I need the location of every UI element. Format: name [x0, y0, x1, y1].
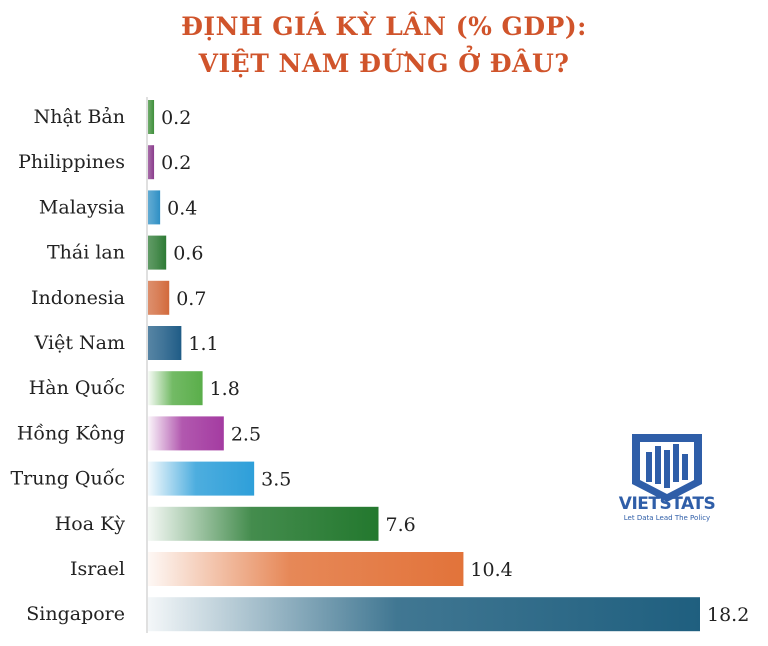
value-label-11: 18.2 [707, 604, 749, 626]
category-label-11: Singapore [26, 603, 125, 625]
category-label-6: Hàn Quốc [29, 377, 125, 399]
bar-2 [148, 190, 161, 225]
title-line-2: VIỆT NAM ĐỨNG Ở ĐÂU? [198, 49, 570, 78]
bar-3 [148, 235, 167, 270]
value-label-2: 0.4 [167, 197, 197, 219]
value-label-5: 1.1 [188, 333, 218, 355]
category-label-8: Trung Quốc [10, 468, 125, 490]
bar-8 [148, 461, 255, 496]
value-label-8: 3.5 [261, 469, 291, 491]
value-label-4: 0.7 [176, 288, 206, 310]
value-label-10: 10.4 [470, 559, 512, 581]
bar-11 [148, 597, 700, 632]
bar-7 [148, 416, 224, 451]
bar-5 [148, 326, 182, 360]
category-label-9: Hoa Kỳ [55, 513, 126, 535]
logo-name: VIETSTATS [618, 494, 716, 514]
chart-title: ĐỊNH GIÁ KỲ LÂN (% GDP): VIỆT NAM ĐỨNG Ở… [0, 8, 768, 82]
value-label-6: 1.8 [210, 378, 240, 400]
category-label-1: Philippines [18, 151, 125, 173]
category-label-7: Hồng Kông [17, 422, 125, 444]
value-label-3: 0.6 [173, 243, 203, 265]
vietstats-logo-icon [632, 434, 702, 502]
value-label-1: 0.2 [161, 152, 191, 174]
category-label-3: Thái lan [47, 242, 125, 264]
category-label-5: Việt Nam [34, 332, 125, 354]
category-label-2: Malaysia [39, 196, 125, 218]
value-label-7: 2.5 [231, 423, 261, 445]
bar-10 [148, 552, 464, 586]
category-label-10: Israel [70, 558, 125, 580]
category-label-0: Nhật Bản [34, 106, 125, 128]
title-line-1: ĐỊNH GIÁ KỲ LÂN (% GDP): [181, 12, 587, 41]
category-label-4: Indonesia [31, 287, 125, 309]
logo-tagline: Let Data Lead The Policy [623, 514, 711, 522]
bar-1 [148, 145, 155, 180]
bar-0 [148, 100, 155, 134]
value-label-0: 0.2 [161, 107, 191, 129]
value-label-9: 7.6 [386, 514, 416, 536]
bar-4 [148, 280, 170, 315]
bar-6 [148, 371, 203, 406]
bar-9 [148, 506, 379, 541]
